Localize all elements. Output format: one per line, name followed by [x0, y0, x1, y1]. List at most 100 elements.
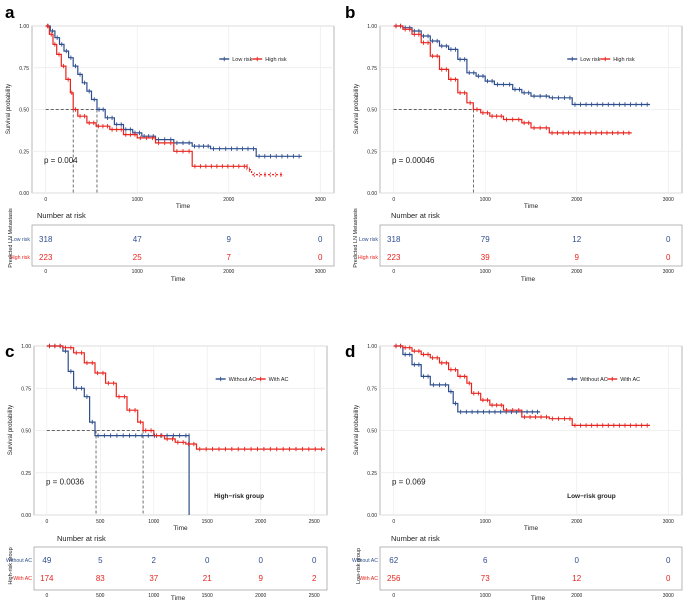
- km-curve-with-ac: [46, 345, 325, 450]
- risk-table: Number at risk Low risk 318 79 12 0 High risk 2…: [353, 208, 683, 283]
- risk-x-axis-label: Time: [171, 276, 186, 283]
- y-axis-label: Survival probability: [8, 405, 14, 455]
- risk-table-frame: [379, 224, 683, 267]
- risk-count: 318: [387, 235, 401, 244]
- x-tick-label: 3000: [663, 519, 674, 525]
- y-tick-label: 0.25: [19, 149, 29, 155]
- risk-x-tick-label: 2000: [571, 593, 582, 599]
- risk-row-label: Low risk: [11, 237, 30, 243]
- risk-x-tick-label: 0: [44, 269, 47, 275]
- risk-count: 0: [666, 574, 671, 583]
- legend-label: Low risk: [580, 57, 600, 63]
- risk-x-axis-label: Time: [531, 595, 546, 602]
- risk-count: 25: [133, 253, 142, 262]
- km-curve-without-ac: [46, 345, 190, 515]
- panel-b: b 0.00 0.25 0.50 0.75 1.00 0 1000 2000 3000 Time Su…: [345, 3, 683, 283]
- risk-count: 6: [483, 556, 488, 565]
- legend-label: With AC: [269, 377, 289, 383]
- risk-count: 62: [389, 556, 398, 565]
- risk-count: 12: [572, 235, 581, 244]
- y-tick-label: 0.50: [21, 429, 31, 435]
- legend-label: High risk: [613, 57, 635, 63]
- risk-count: 9: [258, 574, 263, 583]
- risk-table-title: Number at risk: [391, 534, 440, 543]
- risk-count: 39: [481, 253, 490, 262]
- risk-count: 2: [312, 574, 317, 583]
- risk-table: Number at risk Without AC 62 6 0 0 With AC 256 7…: [352, 534, 683, 602]
- risk-count: 0: [666, 235, 671, 244]
- risk-row-label: Without AC: [352, 558, 378, 564]
- y-axis-label: Survival probability: [354, 405, 360, 455]
- x-axis-label: Time: [524, 203, 539, 210]
- y-tick-label: 0.75: [21, 386, 31, 392]
- risk-count: 9: [227, 235, 232, 244]
- panel-label: c: [5, 342, 14, 361]
- risk-count: 37: [149, 574, 158, 583]
- risk-x-tick-label: 1000: [480, 269, 491, 275]
- risk-x-tick-label: 1000: [132, 269, 143, 275]
- y-tick-label: 0.00: [21, 513, 31, 519]
- km-curve-with-ac: [393, 345, 650, 426]
- risk-count: 174: [40, 574, 54, 583]
- risk-x-tick-label: 2000: [223, 269, 234, 275]
- risk-table-frame: [379, 546, 683, 591]
- p-value: p = 0.069: [392, 478, 426, 487]
- risk-x-tick-label: 0: [392, 593, 395, 599]
- panel-a: a 0.00 0.25 0.50 0.75 1.00 0 1000 2000 3000 Time Su…: [5, 3, 335, 283]
- panel-label: d: [345, 342, 355, 361]
- risk-y-axis-label: Predicted LN Metastasis: [353, 208, 359, 268]
- y-tick-label: 1.00: [21, 344, 31, 350]
- panel-label: b: [345, 3, 355, 22]
- risk-count: 2: [152, 556, 157, 565]
- x-tick-label: 0: [45, 519, 48, 525]
- y-tick-label: 0.25: [21, 471, 31, 477]
- risk-table-title: Number at risk: [391, 211, 440, 220]
- risk-row-label: High risk: [358, 255, 379, 261]
- risk-count: 223: [39, 253, 53, 262]
- risk-x-tick-label: 1500: [202, 593, 213, 599]
- panel-label: a: [5, 3, 15, 22]
- risk-table-frame: [31, 224, 335, 267]
- risk-count: 49: [42, 556, 51, 565]
- risk-count: 83: [96, 574, 105, 583]
- risk-count: 223: [387, 253, 401, 262]
- x-tick-label: 2000: [571, 519, 582, 525]
- risk-count: 0: [318, 235, 323, 244]
- risk-x-axis-label: Time: [521, 276, 536, 283]
- x-tick-label: 3000: [315, 197, 326, 203]
- p-value: p = 0.004: [44, 156, 78, 165]
- y-axis-label: Survival probability: [6, 84, 12, 134]
- risk-x-tick-label: 2500: [309, 593, 320, 599]
- x-tick-label: 500: [96, 519, 105, 525]
- panel-c: c0.000.250.500.751.000 500 1000 1500 2000 250…: [5, 342, 328, 602]
- x-axis-label: Time: [176, 203, 191, 210]
- risk-count: 47: [133, 235, 142, 244]
- y-axis-label: Survival probability: [354, 84, 360, 134]
- x-axis-label: Time: [173, 525, 188, 532]
- y-tick-label: 0.00: [19, 191, 29, 197]
- p-value: p = 0.0036: [46, 478, 85, 487]
- y-tick-label: 0.00: [367, 191, 377, 197]
- legend-label: Without AC: [580, 377, 608, 383]
- risk-row-label: With AC: [359, 576, 378, 582]
- risk-x-tick-label: 3000: [315, 269, 326, 275]
- x-tick-label: 1000: [480, 519, 491, 525]
- km-curve-high-risk: [393, 25, 632, 134]
- x-tick-label: 2000: [571, 197, 582, 203]
- x-tick-label: 1000: [480, 197, 491, 203]
- risk-count: 7: [227, 253, 232, 262]
- risk-x-tick-label: 0: [392, 269, 395, 275]
- risk-count: 9: [575, 253, 580, 262]
- x-tick-label: 1000: [148, 519, 159, 525]
- risk-x-tick-label: 1000: [148, 593, 159, 599]
- y-tick-label: 0.50: [19, 108, 29, 114]
- p-value: p = 0.00046: [392, 156, 435, 165]
- y-tick-label: 1.00: [367, 344, 377, 350]
- risk-count: 0: [318, 253, 323, 262]
- risk-x-tick-label: 3000: [663, 593, 674, 599]
- risk-y-axis-label: Predicted LN Metastasis: [8, 208, 14, 268]
- risk-table-title: Number at risk: [37, 211, 86, 220]
- x-tick-label: 1000: [132, 197, 143, 203]
- risk-table-title: Number at risk: [57, 534, 106, 543]
